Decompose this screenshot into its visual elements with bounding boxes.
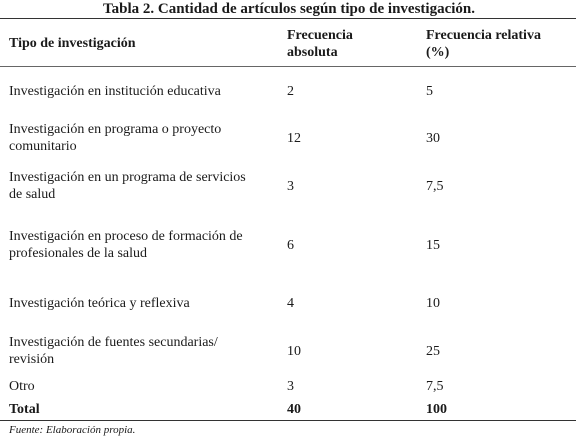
total-absoluta: 40 bbox=[287, 402, 301, 417]
row-3-absoluta: 3 bbox=[287, 179, 294, 194]
row-7-tipo: Otro bbox=[9, 379, 35, 394]
row-4-relativa: 15 bbox=[426, 238, 440, 253]
header-frecuencia-absoluta: Frecuencia absoluta bbox=[287, 28, 353, 60]
row-4-tipo: Investigación en proceso de formación de… bbox=[9, 229, 243, 261]
row-2-absoluta: 12 bbox=[287, 131, 301, 146]
row-6-absoluta: 10 bbox=[287, 344, 301, 359]
header-tipo: Tipo de investigación bbox=[9, 36, 136, 51]
row-4-absoluta: 6 bbox=[287, 238, 294, 253]
total-label: Total bbox=[9, 402, 40, 417]
top-rule bbox=[0, 18, 576, 19]
row-6-tipo: Investigación de fuentes secundarias/ re… bbox=[9, 335, 218, 367]
row-5-absoluta: 4 bbox=[287, 296, 294, 311]
header-frecuencia-relativa: Frecuencia relativa (%) bbox=[426, 28, 541, 60]
row-3-relativa: 7,5 bbox=[426, 179, 444, 194]
table-title: Tabla 2. Cantidad de artículos según tip… bbox=[102, 1, 475, 17]
row-2-relativa: 30 bbox=[426, 131, 440, 146]
row-2-tipo: Investigación en programa o proyecto com… bbox=[9, 122, 222, 154]
total-relativa: 100 bbox=[426, 402, 447, 417]
row-7-absoluta: 3 bbox=[287, 379, 294, 394]
row-1-tipo: Investigación en institución educativa bbox=[9, 84, 221, 99]
header-rule bbox=[0, 66, 576, 67]
row-3-tipo: Investigación en un programa de servicio… bbox=[9, 170, 246, 202]
row-6-relativa: 25 bbox=[426, 344, 440, 359]
row-5-relativa: 10 bbox=[426, 296, 440, 311]
row-7-relativa: 7,5 bbox=[426, 379, 444, 394]
row-5-tipo: Investigación teórica y reflexiva bbox=[9, 296, 190, 311]
source-note: Fuente: Elaboración propia. bbox=[9, 424, 136, 436]
bottom-rule bbox=[0, 420, 576, 421]
row-1-absoluta: 2 bbox=[287, 84, 294, 99]
row-1-relativa: 5 bbox=[426, 84, 433, 99]
